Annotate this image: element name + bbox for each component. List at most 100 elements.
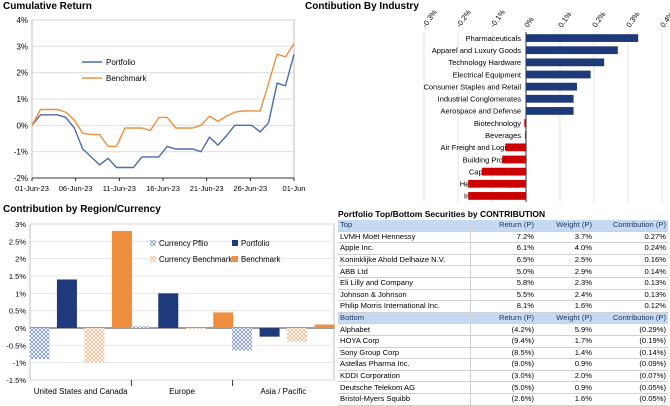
- security-name: Deutsche Telekom AG: [338, 381, 471, 394]
- y-tick-label: -1.5%: [6, 376, 26, 385]
- cumulative-return-chart: -2% -1% 0% 1% 2% 3% 4% 01-Jun-23 06-Jun-23 11-Jun…: [14, 16, 306, 193]
- x-tick-label: 11-Jun-23: [103, 184, 136, 193]
- category-label: Asia / Pacific: [260, 387, 306, 396]
- x-tick-label: 0.2%: [590, 10, 607, 29]
- series-line-portfolio: [31, 54, 295, 169]
- security-name: Apple Inc.: [338, 242, 471, 255]
- value-cell: (0.07%): [594, 370, 668, 383]
- table-row: Johnson & Johnson 5.5% 2.4% 0.13%: [338, 289, 668, 302]
- table-row: Deutsche Telekom AG (5.0%) 0.9% (0.05%): [338, 381, 668, 394]
- category-label: Industrial Conglomerates: [438, 95, 522, 104]
- y-tick-label: 3%: [15, 220, 26, 229]
- bar-benchmark: [213, 312, 234, 328]
- category-label: Europe: [169, 387, 195, 396]
- security-name: Bottom: [338, 312, 471, 325]
- industry-contribution-chart: -0.3% -0.2% -0.1% 0% 0.1% 0.2% 0.3% 0.4% Pharmac…: [420, 8, 670, 202]
- security-name: Philip Morris International Inc.: [338, 300, 471, 313]
- securities-table: Top Return (P) Weight (P) Contribution (P) L…: [338, 220, 668, 406]
- x-tick-label: 01-Jun: [283, 184, 306, 193]
- category-label: Apparel and Luxury Goods: [432, 46, 521, 55]
- region-title: Contribution by Region/Currency: [3, 204, 161, 215]
- y-tick-label: 2%: [15, 255, 26, 264]
- value-cell: 0.24%: [594, 242, 668, 255]
- category-label: Consumer Staples and Retail: [423, 82, 521, 91]
- x-tick-label: 0.3%: [624, 10, 641, 29]
- table-header-bottom: Bottom Return (P) Weight (P) Contribution (…: [338, 312, 668, 325]
- table-row: Eli Lilly and Company 5.8% 2.3% 0.13%: [338, 277, 668, 290]
- x-tick-label: 01-Jun-23: [15, 184, 49, 193]
- bar-currency-benchmark: [84, 328, 105, 363]
- table-row: Alphabet (4.2%) 5.9% (0.29%): [338, 323, 668, 336]
- bar-biotechnology: [524, 119, 526, 127]
- security-name: Koninklijke Ahold Delhaize N.V.: [338, 254, 471, 267]
- value-cell: (0.05%): [594, 393, 668, 406]
- y-tick-label: -2%: [14, 174, 28, 183]
- security-name: Eli Lilly and Company: [338, 277, 471, 290]
- bar-electrical-equipment: [526, 70, 591, 79]
- y-tick-label: 0.5%: [9, 307, 26, 316]
- table-title: Portfolio Top/Bottom Securities by CONTR…: [338, 209, 546, 219]
- y-tick-label: 4%: [16, 16, 28, 25]
- y-tick-label: 1%: [16, 95, 28, 104]
- value-cell: 0.16%: [594, 254, 668, 267]
- bar-beverages: [524, 131, 526, 140]
- bar-interactive-media: [468, 192, 526, 200]
- value-cell: 3.7%: [536, 231, 594, 244]
- legend-swatch: [232, 256, 238, 262]
- bar-currency-pflio: [130, 326, 151, 328]
- y-tick-label: 2%: [16, 69, 28, 78]
- value-cell: 5.9%: [536, 323, 594, 336]
- bar-technology-hardware: [526, 58, 605, 67]
- series-line-benchmark: [31, 43, 295, 148]
- y-tick-label: -1%: [13, 359, 27, 368]
- value-cell: (0.29%): [594, 323, 668, 336]
- bar-apparel-and-luxury-goods: [526, 46, 618, 55]
- table-row: Philip Morris International Inc. 8.1% 1.6%…: [338, 300, 668, 313]
- bar-benchmark: [314, 324, 335, 328]
- bar-currency-benchmark: [287, 328, 308, 342]
- category-label: Aerospace and Defense: [441, 107, 521, 116]
- value-cell: Contribution (P): [594, 312, 668, 325]
- bar-currency-benchmark: [185, 328, 206, 329]
- bar-pharmaceuticals: [526, 34, 639, 42]
- category-label: Technology Hardware: [448, 58, 521, 67]
- legend-label: Currency Benchmark: [159, 255, 232, 264]
- security-name: Sony Group Corp: [338, 347, 471, 360]
- category-label: Electrical Equipment: [453, 70, 522, 79]
- value-cell: 0.9%: [536, 381, 594, 394]
- value-cell: 2.0%: [536, 370, 594, 383]
- security-name: Top: [338, 220, 471, 232]
- value-cell: 5.5%: [470, 289, 536, 302]
- legend-label: Benchmark: [106, 74, 147, 83]
- security-name: Astellas Pharma Inc.: [338, 358, 471, 371]
- category-label: United States and Canada: [34, 387, 128, 396]
- security-name: KDDI Corporation: [338, 370, 471, 383]
- x-tick-label: -0.3%: [420, 8, 439, 29]
- table-row: KDDI Corporation (3.0%) 2.0% (0.07%): [338, 370, 668, 383]
- value-cell: 2.9%: [536, 265, 594, 278]
- bar-portfolio: [158, 293, 179, 328]
- value-cell: 1.7%: [536, 335, 594, 348]
- security-name: Johnson & Johnson: [338, 289, 471, 302]
- value-cell: 2.5%: [536, 254, 594, 267]
- value-cell: (0.19%): [594, 335, 668, 348]
- category-label: Building Products: [463, 155, 522, 164]
- value-cell: 0.13%: [594, 277, 668, 290]
- security-name: LVMH Moët Hennessy: [338, 231, 471, 244]
- value-cell: 1.4%: [536, 347, 594, 360]
- bar-aerospace-and-defense: [526, 107, 574, 115]
- y-tick-label: -0.5%: [6, 341, 26, 350]
- y-tick-label: 0%: [15, 324, 26, 333]
- value-cell: (4.2%): [470, 323, 536, 336]
- value-cell: 2.4%: [536, 289, 594, 302]
- bar-capital-markets: [481, 167, 526, 176]
- y-tick-label: 3%: [16, 42, 28, 51]
- value-cell: 1.6%: [536, 300, 594, 313]
- x-tick-label: 26-Jun-23: [233, 184, 267, 193]
- industry-title: Contibution By Industry: [305, 1, 419, 12]
- category-label: Air Freight and Logistics: [441, 143, 522, 152]
- bar-health-care-equip: [468, 179, 526, 188]
- table-row: Sony Group Corp (8.5%) 1.4% (0.14%): [338, 347, 668, 360]
- legend-label: Benchmark: [241, 255, 281, 264]
- y-tick-label: 2.5%: [9, 237, 26, 246]
